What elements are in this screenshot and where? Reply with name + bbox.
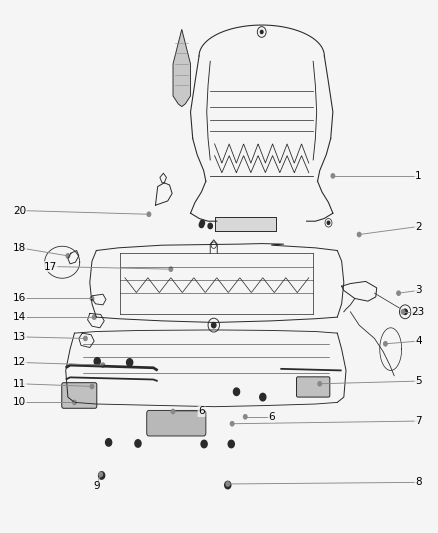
Text: 14: 14 [13, 312, 26, 322]
Bar [215, 217, 276, 231]
Text: 18: 18 [13, 243, 26, 253]
Text: 8: 8 [415, 478, 422, 487]
Circle shape [244, 415, 247, 419]
Circle shape [66, 254, 70, 258]
Circle shape [403, 309, 407, 314]
Circle shape [99, 472, 105, 479]
Circle shape [90, 296, 94, 301]
Circle shape [171, 409, 175, 414]
Circle shape [84, 336, 87, 341]
Text: 6: 6 [268, 412, 275, 422]
Circle shape [127, 359, 133, 366]
Circle shape [199, 222, 204, 228]
Text: 2: 2 [415, 222, 422, 231]
Circle shape [200, 220, 205, 225]
Circle shape [90, 384, 94, 389]
Circle shape [233, 388, 240, 395]
Text: 23: 23 [412, 307, 425, 317]
Text: 11: 11 [13, 379, 26, 389]
Circle shape [135, 440, 141, 447]
Circle shape [226, 482, 230, 486]
Text: 4: 4 [415, 336, 422, 346]
Text: 16: 16 [13, 294, 26, 303]
Circle shape [101, 363, 105, 367]
Polygon shape [173, 29, 191, 107]
FancyBboxPatch shape [62, 383, 97, 408]
Circle shape [397, 291, 400, 295]
Text: 13: 13 [13, 332, 26, 342]
Circle shape [94, 358, 100, 365]
Circle shape [201, 440, 207, 448]
Circle shape [260, 30, 263, 34]
Circle shape [208, 223, 212, 229]
Circle shape [212, 322, 216, 328]
Circle shape [384, 342, 387, 346]
Circle shape [331, 174, 335, 178]
Circle shape [73, 400, 76, 405]
Circle shape [169, 267, 173, 271]
Text: 6: 6 [198, 407, 205, 416]
Circle shape [230, 422, 234, 426]
Text: 12: 12 [13, 358, 26, 367]
Circle shape [401, 310, 405, 314]
Text: 5: 5 [415, 376, 422, 386]
FancyBboxPatch shape [297, 377, 330, 397]
Circle shape [357, 232, 361, 237]
Circle shape [318, 382, 321, 386]
Circle shape [147, 212, 151, 216]
Circle shape [225, 481, 231, 489]
Text: 3: 3 [415, 286, 422, 295]
Circle shape [260, 393, 266, 401]
Text: 17: 17 [44, 262, 57, 271]
FancyBboxPatch shape [147, 410, 206, 436]
Circle shape [228, 440, 234, 448]
Text: 7: 7 [415, 416, 422, 426]
Circle shape [106, 439, 112, 446]
Circle shape [327, 221, 330, 224]
Text: 1: 1 [415, 171, 422, 181]
Text: 9: 9 [93, 481, 100, 491]
Text: 10: 10 [13, 398, 26, 407]
Text: 20: 20 [13, 206, 26, 215]
Circle shape [92, 315, 96, 319]
Circle shape [99, 472, 102, 477]
